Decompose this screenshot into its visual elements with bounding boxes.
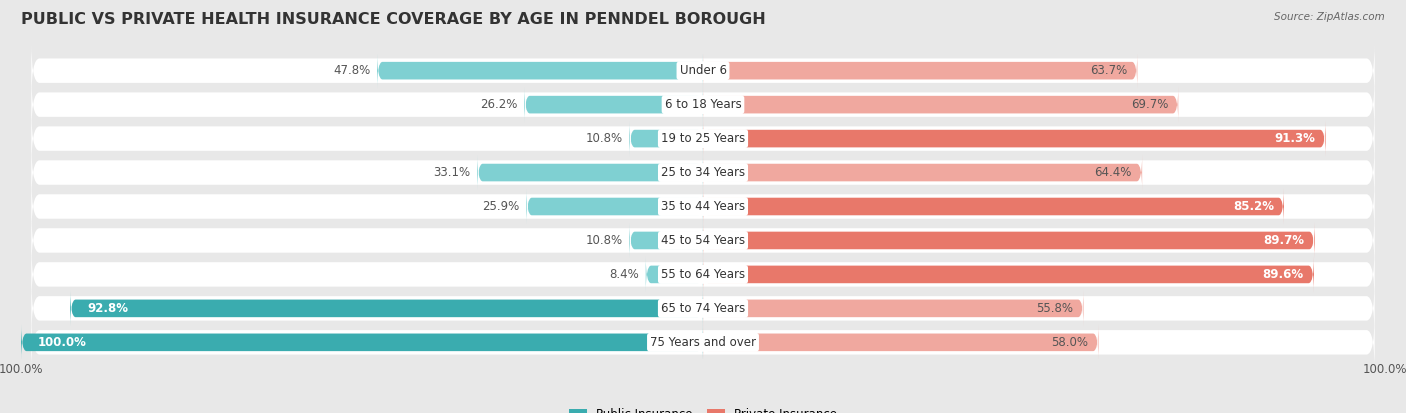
Text: 10.8%: 10.8% [585, 132, 623, 145]
FancyBboxPatch shape [703, 256, 1315, 293]
FancyBboxPatch shape [630, 120, 703, 157]
Text: 25 to 34 Years: 25 to 34 Years [661, 166, 745, 179]
Text: 64.4%: 64.4% [1094, 166, 1132, 179]
Text: 10.8%: 10.8% [585, 234, 623, 247]
FancyBboxPatch shape [477, 154, 703, 191]
Text: 89.6%: 89.6% [1263, 268, 1303, 281]
FancyBboxPatch shape [31, 280, 1375, 337]
FancyBboxPatch shape [703, 52, 1137, 89]
Text: 55.8%: 55.8% [1036, 302, 1073, 315]
Text: 65 to 74 Years: 65 to 74 Years [661, 302, 745, 315]
FancyBboxPatch shape [524, 86, 703, 123]
Text: 89.7%: 89.7% [1264, 234, 1305, 247]
FancyBboxPatch shape [703, 120, 1326, 157]
FancyBboxPatch shape [31, 144, 1375, 201]
Legend: Public Insurance, Private Insurance: Public Insurance, Private Insurance [569, 408, 837, 413]
FancyBboxPatch shape [703, 188, 1284, 225]
FancyBboxPatch shape [70, 290, 703, 327]
Text: 47.8%: 47.8% [333, 64, 370, 77]
Text: 8.4%: 8.4% [609, 268, 638, 281]
FancyBboxPatch shape [703, 222, 1315, 259]
Text: 25.9%: 25.9% [482, 200, 520, 213]
FancyBboxPatch shape [31, 314, 1375, 371]
Text: PUBLIC VS PRIVATE HEALTH INSURANCE COVERAGE BY AGE IN PENNDEL BOROUGH: PUBLIC VS PRIVATE HEALTH INSURANCE COVER… [21, 12, 766, 27]
Text: Under 6: Under 6 [679, 64, 727, 77]
Text: 85.2%: 85.2% [1233, 200, 1274, 213]
FancyBboxPatch shape [526, 188, 703, 225]
Text: 45 to 54 Years: 45 to 54 Years [661, 234, 745, 247]
Text: 91.3%: 91.3% [1274, 132, 1316, 145]
Text: 69.7%: 69.7% [1130, 98, 1168, 111]
Text: 63.7%: 63.7% [1090, 64, 1128, 77]
Text: 35 to 44 Years: 35 to 44 Years [661, 200, 745, 213]
FancyBboxPatch shape [31, 76, 1375, 133]
Text: 75 Years and over: 75 Years and over [650, 336, 756, 349]
Text: 19 to 25 Years: 19 to 25 Years [661, 132, 745, 145]
Text: 33.1%: 33.1% [433, 166, 471, 179]
Text: 55 to 64 Years: 55 to 64 Years [661, 268, 745, 281]
FancyBboxPatch shape [703, 86, 1178, 123]
FancyBboxPatch shape [31, 42, 1375, 99]
Text: 58.0%: 58.0% [1052, 336, 1088, 349]
FancyBboxPatch shape [703, 154, 1142, 191]
Text: 92.8%: 92.8% [87, 302, 128, 315]
FancyBboxPatch shape [377, 52, 703, 89]
FancyBboxPatch shape [703, 324, 1098, 361]
Text: Source: ZipAtlas.com: Source: ZipAtlas.com [1274, 12, 1385, 22]
FancyBboxPatch shape [31, 110, 1375, 167]
FancyBboxPatch shape [645, 256, 703, 293]
FancyBboxPatch shape [31, 212, 1375, 269]
Text: 6 to 18 Years: 6 to 18 Years [665, 98, 741, 111]
Text: 26.2%: 26.2% [479, 98, 517, 111]
FancyBboxPatch shape [31, 178, 1375, 235]
FancyBboxPatch shape [21, 324, 703, 361]
FancyBboxPatch shape [703, 290, 1084, 327]
FancyBboxPatch shape [31, 246, 1375, 303]
Text: 100.0%: 100.0% [38, 336, 87, 349]
FancyBboxPatch shape [630, 222, 703, 259]
